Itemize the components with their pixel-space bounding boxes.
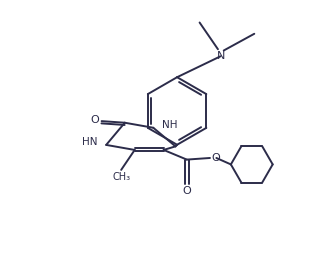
Text: O: O [90,116,99,125]
Text: O: O [183,186,191,196]
Text: CH₃: CH₃ [112,172,130,182]
Text: NH: NH [162,120,178,130]
Text: N: N [217,51,225,61]
Text: HN: HN [82,137,97,147]
Text: O: O [211,153,220,163]
